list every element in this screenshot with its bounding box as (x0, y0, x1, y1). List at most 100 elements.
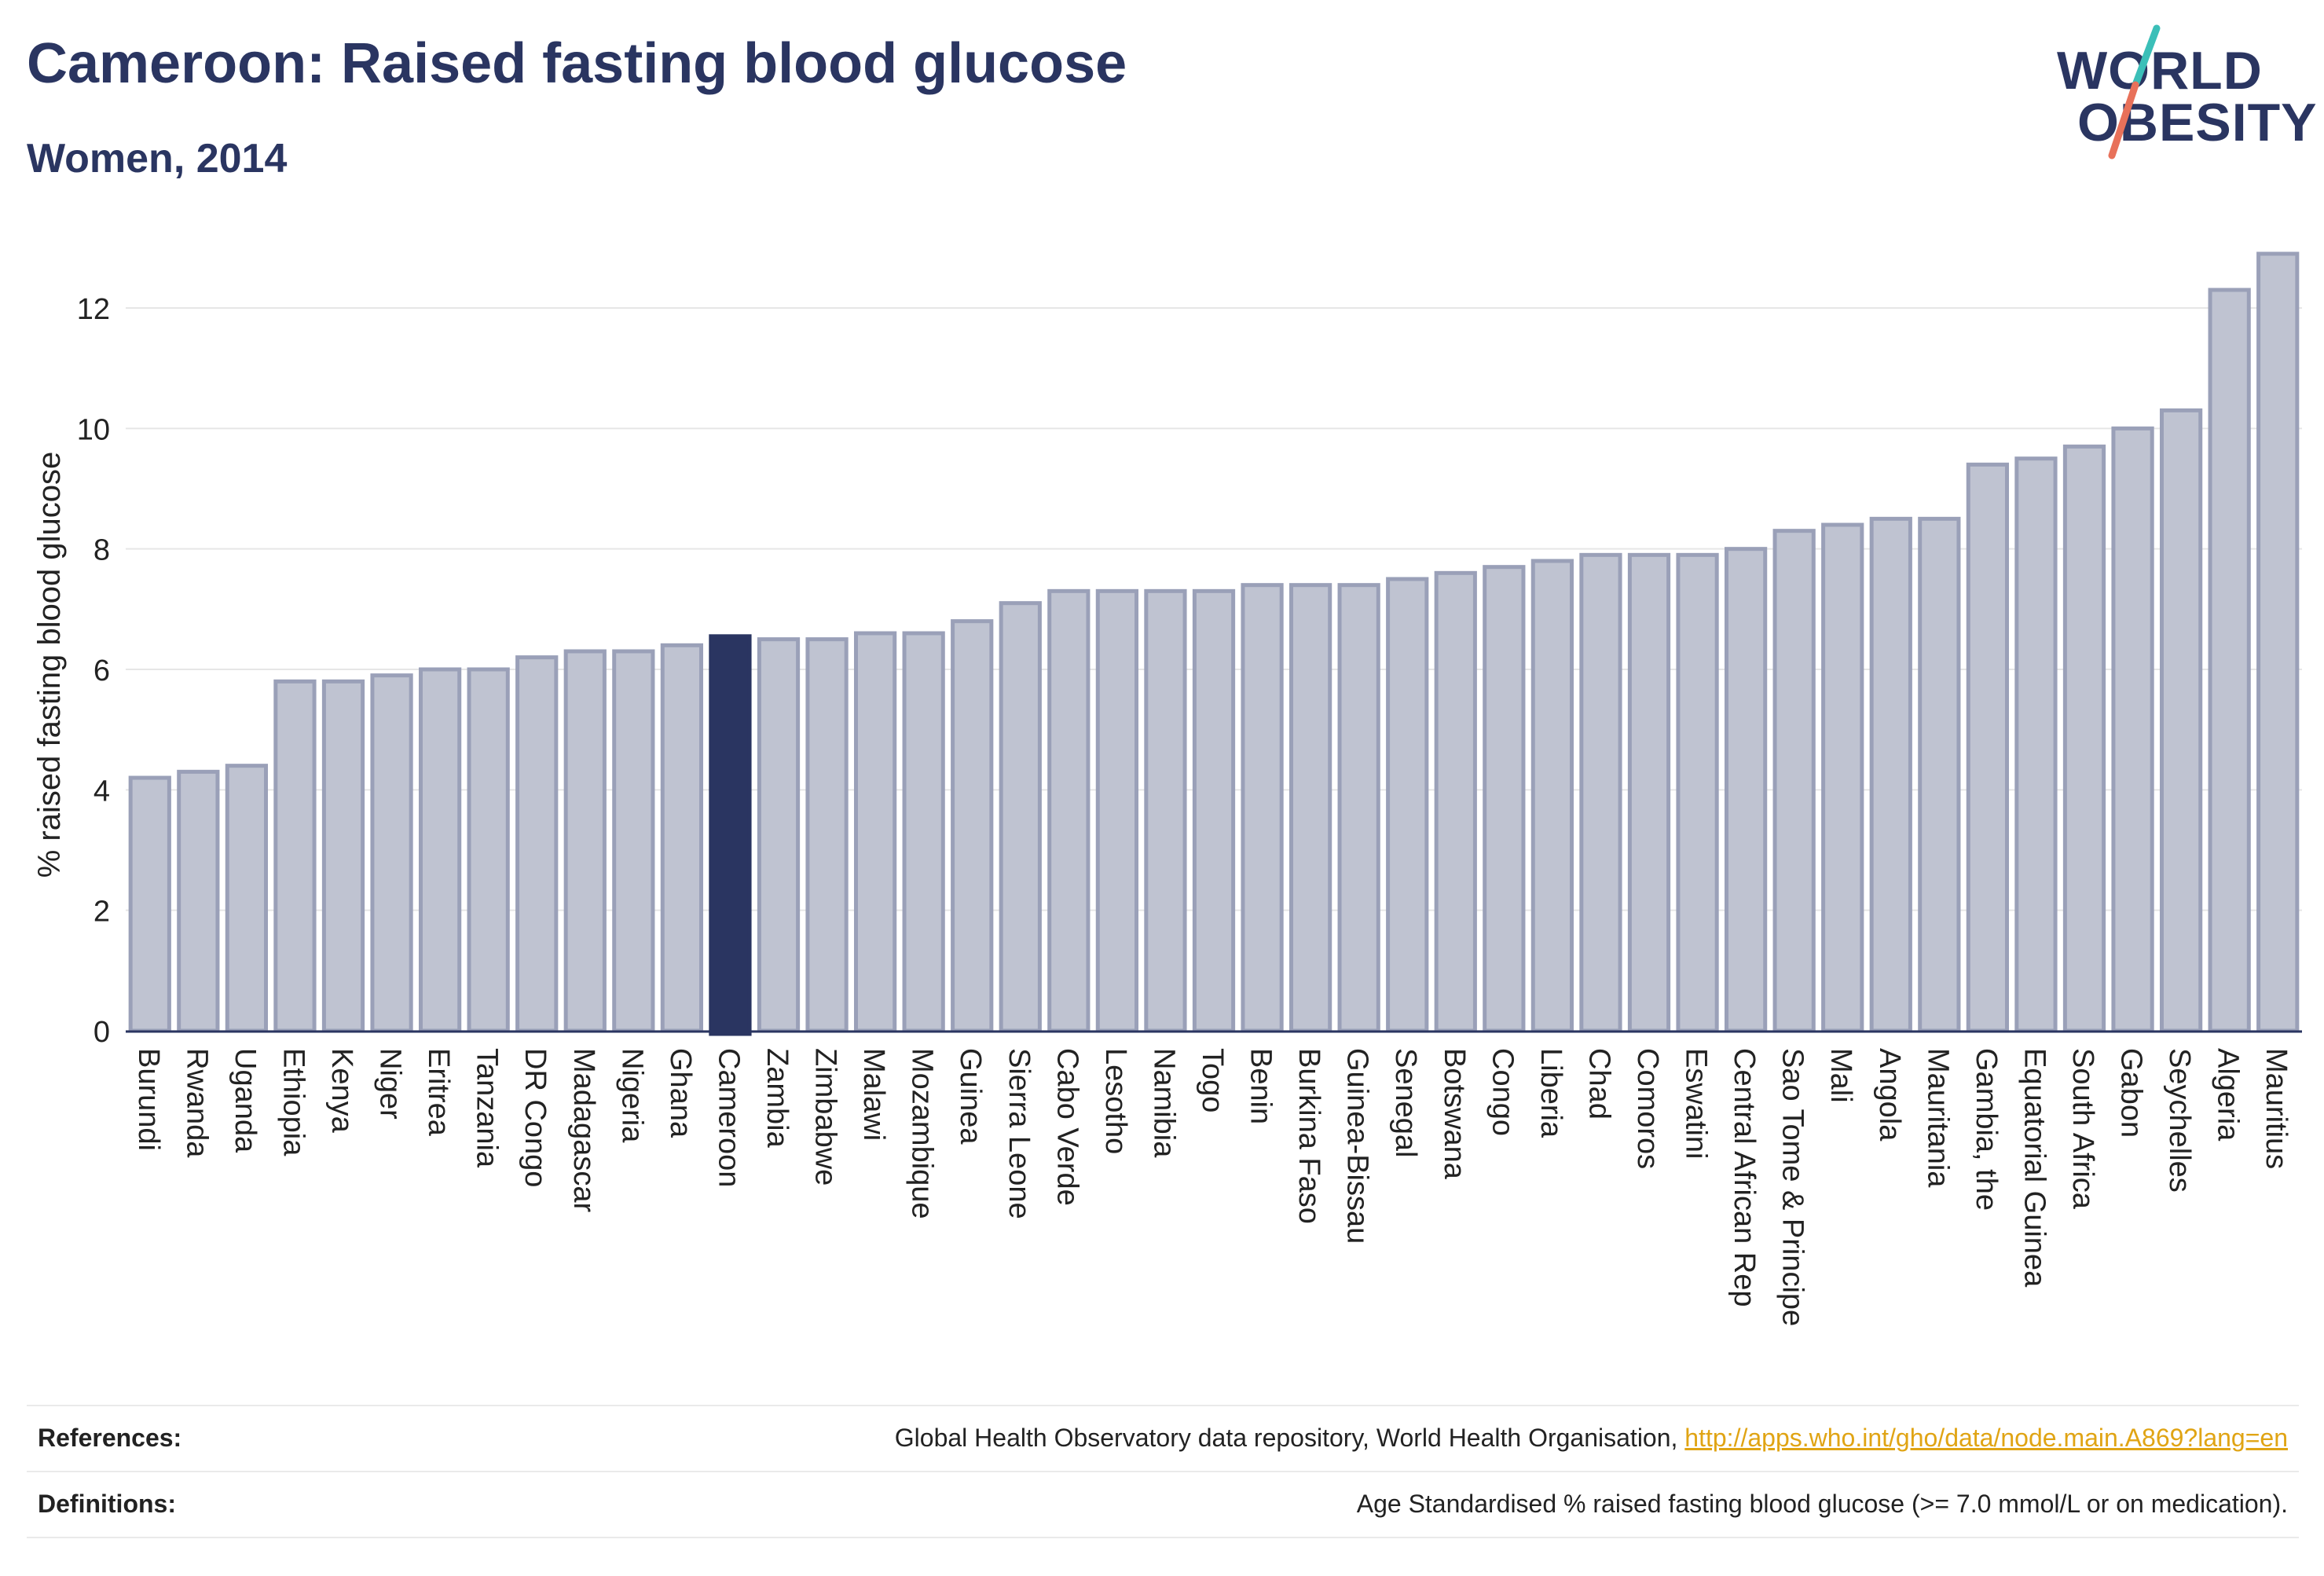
bar-guinea[interactable] (951, 619, 994, 1033)
bar-gabon[interactable] (2111, 426, 2154, 1033)
bar-uganda[interactable] (225, 764, 269, 1033)
x-tick-label: Mauritania (1921, 1048, 1954, 1188)
bar-rwanda[interactable] (177, 769, 220, 1033)
x-tick-label: Malawi (857, 1048, 890, 1141)
bar-chart: 0 2 4 6 8 10 12 Burundi Rwanda Uganda Ethiopia Keny… (32, 251, 2302, 1326)
x-tick-label: Guinea (954, 1048, 987, 1145)
bar-guinea-bissau[interactable] (1337, 583, 1380, 1033)
x-tick-label: Zimbabwe (809, 1048, 842, 1186)
bar-dr-congo[interactable] (515, 655, 559, 1033)
bar-cameroon[interactable] (709, 634, 752, 1036)
x-tick-label: Tanzania (471, 1048, 504, 1168)
x-tick-label: Central African Rep (1728, 1048, 1761, 1307)
x-tick-label: Cameroon (712, 1048, 745, 1187)
x-tick-label: Mali (1824, 1048, 1857, 1103)
x-tick-label: Algeria (2212, 1048, 2245, 1142)
logo-slash-icon (2108, 24, 2161, 159)
bar-gambia-the[interactable] (1966, 462, 2010, 1033)
bar-liberia[interactable] (1530, 559, 1574, 1033)
bar-malawi[interactable] (853, 631, 897, 1033)
y-tick-label: 8 (93, 534, 110, 567)
bar-lesotho[interactable] (1095, 588, 1139, 1033)
bar-zambia[interactable] (757, 637, 801, 1033)
axes: 0 2 4 6 8 10 12 Burundi Rwanda Uganda Ethiopia Keny… (77, 293, 2302, 1326)
bar-eswatini[interactable] (1676, 552, 1719, 1033)
x-tick-label: Lesotho (1099, 1048, 1132, 1154)
world-obesity-logo[interactable]: WORLD OBESITY (2043, 22, 2317, 171)
bar-zimbabwe[interactable] (805, 637, 849, 1033)
x-tick-label: Mozambique (906, 1048, 939, 1219)
y-tick-label: 2 (93, 896, 110, 929)
x-tick-label: Equatorial Guinea (2018, 1048, 2051, 1288)
bar-central-african-rep[interactable] (1724, 547, 1768, 1033)
x-tick-label: Eritrea (422, 1048, 455, 1137)
x-tick-label: Congo (1486, 1048, 1519, 1136)
references-table: References: Global Health Observatory da… (27, 1405, 2299, 1538)
x-tick-label: Togo (1196, 1048, 1229, 1112)
x-tick-label: South Africa (2066, 1048, 2099, 1210)
bar-ghana[interactable] (660, 643, 704, 1033)
bar-mali[interactable] (1821, 522, 1864, 1033)
x-tick-label: Mauritius (2260, 1048, 2293, 1169)
logo-line1: WORLD (2057, 41, 2263, 101)
bar-benin[interactable] (1241, 583, 1284, 1033)
page-subtitle: Women, 2014 (27, 136, 288, 181)
y-tick-label: 12 (77, 293, 110, 326)
bar-botswana[interactable] (1434, 570, 1477, 1033)
bar-sao-tome-principe[interactable] (1772, 529, 1816, 1033)
bar-algeria[interactable] (2208, 288, 2251, 1033)
x-tick-label: Rwanda (180, 1048, 213, 1158)
x-tick-label: Botswana (1438, 1048, 1471, 1180)
bar-mozambique[interactable] (902, 631, 945, 1033)
references-row: References: Global Health Observatory da… (27, 1405, 2299, 1471)
bar-cabo-verde[interactable] (1047, 588, 1091, 1033)
x-tick-label: Comoros (1631, 1048, 1664, 1169)
x-tick-label: Seychelles (2163, 1048, 2196, 1193)
x-tick-label: Ghana (664, 1048, 697, 1138)
bar-angola[interactable] (1869, 516, 1912, 1033)
x-tick-label: Ethiopia (277, 1048, 310, 1156)
y-tick-label: 0 (93, 1016, 110, 1049)
bar-congo[interactable] (1483, 565, 1526, 1033)
bar-south-africa[interactable] (2062, 444, 2106, 1033)
bar-sierra-leone[interactable] (999, 601, 1042, 1033)
x-tick-label: Angola (1873, 1048, 1906, 1142)
bar-chad[interactable] (1579, 552, 1622, 1033)
x-tick-label: Eswatini (1680, 1048, 1713, 1160)
x-tick-label: Zambia (761, 1048, 794, 1149)
x-tick-label: Chad (1582, 1048, 1615, 1120)
bar-togo[interactable] (1192, 588, 1236, 1033)
bar-burkina-faso[interactable] (1288, 583, 1332, 1033)
bar-kenya[interactable] (321, 679, 365, 1033)
bar-niger[interactable] (370, 673, 413, 1033)
x-tick-label: Nigeria (615, 1048, 648, 1143)
bar-seychelles[interactable] (2159, 408, 2203, 1033)
bar-nigeria[interactable] (612, 649, 655, 1033)
y-axis-label: % raised fasting blood glucose (32, 452, 67, 878)
x-tick-label: Burundi (132, 1048, 165, 1151)
bar-mauritania[interactable] (1918, 516, 1961, 1033)
bar-senegal[interactable] (1386, 577, 1429, 1033)
references-link[interactable]: http://apps.who.int/gho/data/node.main.A… (1684, 1424, 2288, 1452)
bar-madagascar[interactable] (563, 649, 607, 1033)
bar-namibia[interactable] (1144, 588, 1187, 1033)
page-title: Cameroon: Raised fasting blood glucose (27, 32, 1127, 95)
x-tick-label: Namibia (1147, 1048, 1180, 1158)
bar-eritrea[interactable] (418, 667, 462, 1033)
x-tick-label: Senegal (1389, 1048, 1422, 1157)
bar-comoros[interactable] (1627, 552, 1671, 1033)
bar-tanzania[interactable] (467, 667, 510, 1033)
x-tick-label: Niger (374, 1048, 407, 1120)
references-text: Global Health Observatory data repositor… (894, 1424, 1685, 1452)
bar-ethiopia[interactable] (273, 679, 317, 1033)
x-tick-label: Burkina Faso (1292, 1048, 1325, 1224)
x-tick-label: Liberia (1534, 1048, 1567, 1138)
definitions-row: Definitions: Age Standardised % raised f… (27, 1471, 2299, 1538)
y-tick-label: 10 (77, 413, 110, 446)
bar-equatorial-guinea[interactable] (2014, 456, 2058, 1033)
x-tick-label: Gabon (2115, 1048, 2148, 1138)
bar-burundi[interactable] (128, 775, 171, 1033)
x-tick-label: Sierra Leone (1003, 1048, 1036, 1219)
bar-mauritius[interactable] (2256, 251, 2300, 1033)
bars (128, 251, 2300, 1036)
